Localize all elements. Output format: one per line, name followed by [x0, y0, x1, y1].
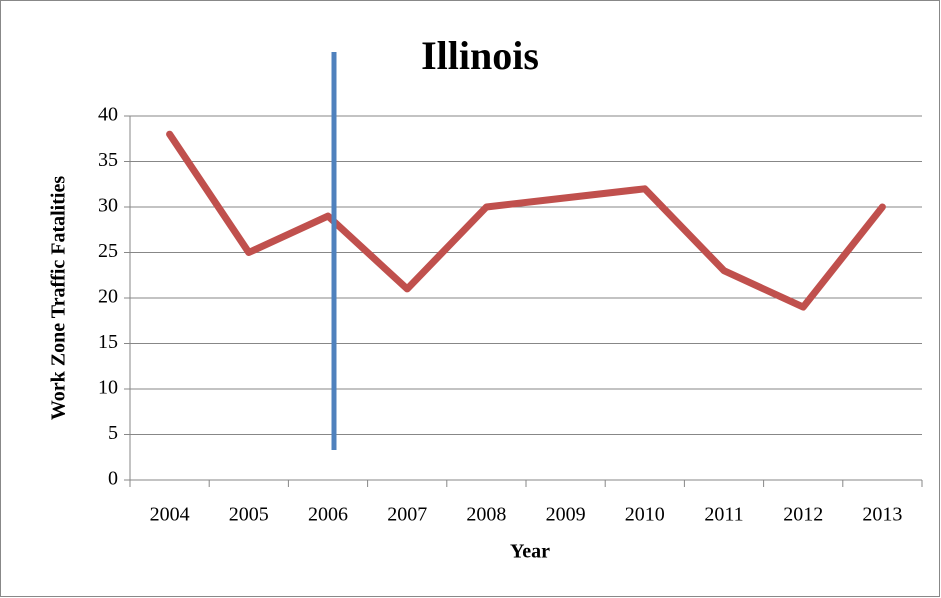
x-tick-label: 2005 [229, 504, 269, 526]
x-tick-label: 2009 [546, 504, 586, 526]
y-tick-label: 30 [98, 195, 118, 217]
x-tick-label: 2010 [625, 504, 665, 526]
x-tick-label: 2013 [862, 504, 902, 526]
y-tick-label: 35 [98, 149, 118, 171]
grid: 0 5 10 15 20 25 30 35 40 2004 2005 2006 2007 2008 2009… [98, 104, 923, 526]
x-axis-label: Year [510, 541, 550, 563]
data-line [166, 130, 886, 311]
y-tick-label: 25 [98, 240, 118, 262]
x-tick-label: 2012 [783, 504, 823, 526]
x-tick-label: 2011 [704, 504, 743, 526]
y-tick-label: 10 [98, 377, 118, 399]
y-tick-label: 5 [108, 422, 118, 444]
x-tick-label: 2004 [150, 504, 190, 526]
y-tick-label: 0 [108, 468, 118, 490]
x-tick-label: 2008 [466, 504, 506, 526]
chart-title: Illinois [421, 33, 539, 78]
x-tick-label: 2006 [308, 504, 348, 526]
y-axis-label: Work Zone Traffic Fatalities [48, 176, 70, 420]
plot [166, 130, 886, 311]
y-tick-label: 15 [98, 331, 118, 353]
x-tick-label: 2007 [387, 504, 427, 526]
y-tick-label: 40 [98, 104, 118, 126]
y-tick-label: 20 [98, 286, 118, 308]
